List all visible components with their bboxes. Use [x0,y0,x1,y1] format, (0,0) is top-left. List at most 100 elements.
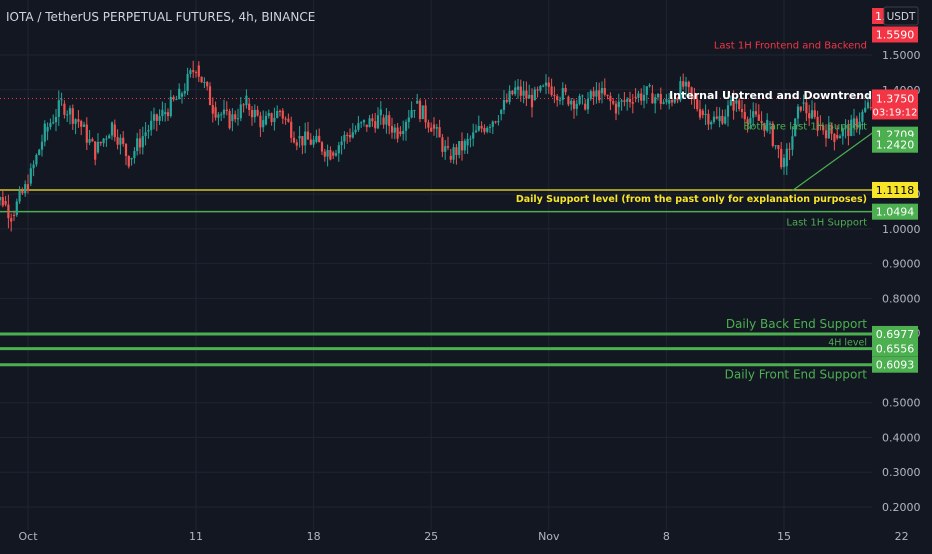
x-tick-label: Oct [18,530,38,543]
level-label: Last 1H Support [786,218,867,229]
candle-body [866,102,870,108]
candle-body [222,109,226,115]
candle-body [323,151,326,157]
candle-body [127,155,130,167]
level-label: Daily Front End Support [725,368,868,382]
candle-body [430,127,433,132]
currency-button[interactable] [883,6,919,26]
y-tick-label: 0.8000 [882,292,921,305]
candle-body [561,88,564,100]
candle-body [665,99,668,103]
candle-body [368,118,371,128]
candle-body [7,204,10,219]
candle-body [4,201,7,205]
candle-body [497,121,500,123]
candle-body [110,122,114,136]
candle-body [343,134,346,142]
candle-body [290,121,293,138]
candle-body [329,150,332,160]
candle-body [354,129,357,133]
price-box: 0.6556 [872,340,918,357]
candle-body [393,127,396,133]
candle-body [348,134,352,138]
candle-body [782,157,786,168]
candle-body [774,145,777,147]
candle-body [558,99,562,101]
candle-body [637,93,640,98]
candle-body [88,139,91,143]
candle-body [108,135,111,139]
candle-body [855,118,858,128]
candle-body [746,119,749,124]
candle-body [852,118,856,129]
y-tick-label: 1.0000 [882,223,921,236]
candle-body [502,100,506,110]
candle-body [819,124,822,126]
candle-body [304,131,307,146]
candle-body [827,124,830,139]
candle-body [385,115,388,125]
candle-body [77,119,80,122]
price-box-label: 1.0494 [876,206,915,219]
candle-body [648,84,651,87]
candle-body [483,128,486,132]
candle-body [40,141,44,150]
candle-body [488,126,492,128]
candle-body [869,107,872,109]
candle-body [631,102,634,104]
candle-body [130,158,133,160]
candle-body [200,76,203,83]
candle-body [166,112,170,117]
price-box: 0.6977 [872,325,918,342]
candle-body [640,93,643,101]
x-tick-label: 11 [189,530,203,543]
candle-body [578,96,581,104]
price-box-bg [872,203,918,220]
candle-body [276,110,279,118]
y-tick-label: 0.3000 [882,466,921,479]
candle-body [614,103,618,114]
candle-body [810,110,814,119]
candle-body [466,138,469,146]
candle-body [763,122,766,131]
candle-body [539,85,542,91]
candle-body [427,122,430,128]
candle-body [592,91,595,97]
candle-body [617,101,620,108]
candle-body [365,124,368,128]
price-axis[interactable] [872,0,932,530]
candle-body [794,118,797,137]
candle-body [721,115,724,124]
candle-body [424,105,427,123]
candle-body [253,109,256,118]
candle-body [133,151,136,159]
candle-body [676,99,679,101]
candle-body [259,115,262,128]
candle-body [298,136,301,139]
candle-body [74,119,77,124]
candle-body [122,137,125,144]
candle-body [634,96,637,98]
candle-body [533,89,536,101]
candle-body [194,72,198,74]
price-box-bg [872,325,918,342]
candle-body [192,70,195,73]
current-price-countdown: 03:19:12 [873,107,918,118]
candle-body [318,135,321,143]
candle-body [458,141,461,155]
candle-body [105,138,108,140]
candle-body [760,120,763,123]
candle-body [1,197,4,206]
candle-body [418,100,422,120]
candle-body [838,136,842,139]
price-box-label: 0.6556 [876,343,915,356]
candle-body [486,127,489,132]
candle-body [572,100,576,109]
candle-body [830,124,833,134]
candle-body [726,105,730,117]
candle-body [18,190,21,202]
candle-body [455,147,458,155]
candle-body [32,164,35,169]
candle-body [306,131,310,140]
